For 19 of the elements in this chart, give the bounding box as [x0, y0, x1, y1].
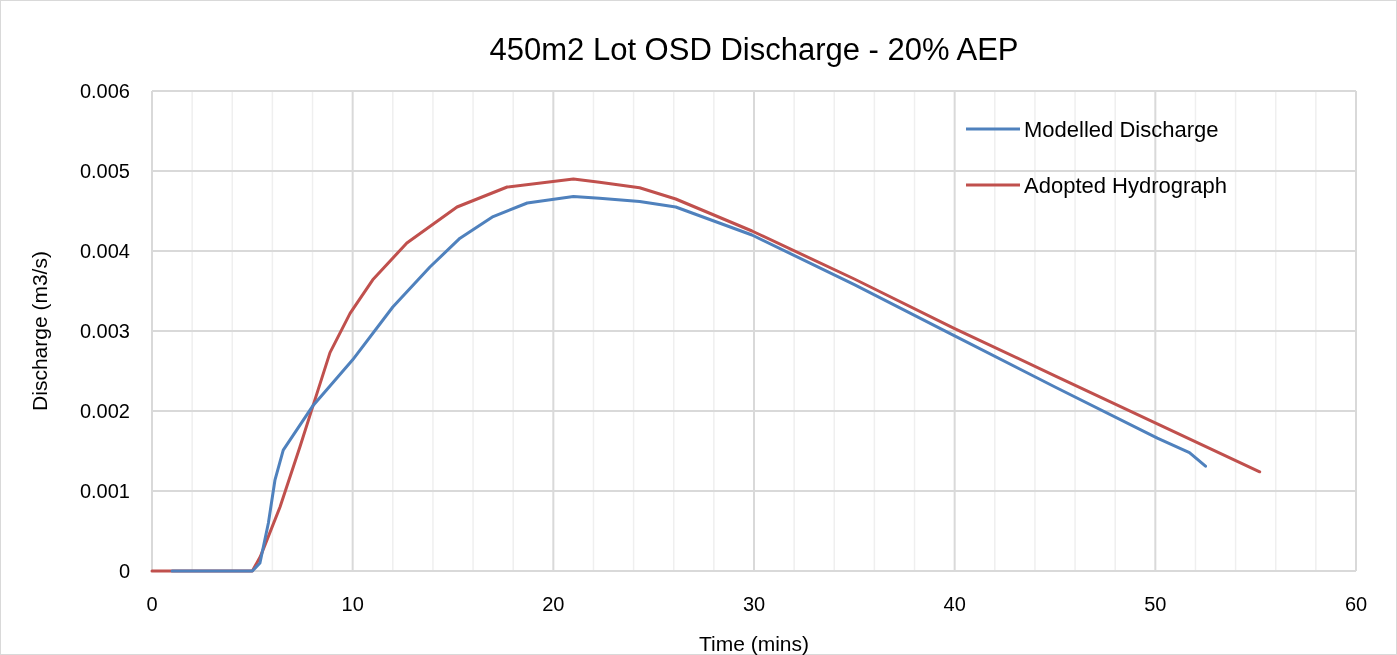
y-tick-label: 0.002 — [79, 400, 130, 422]
x-tick-label: 10 — [341, 593, 364, 615]
x-tick-label: 40 — [943, 593, 966, 615]
legend-label: Modelled Discharge — [1024, 117, 1219, 142]
x-tick-label: 60 — [1344, 593, 1368, 615]
x-axis-title: Time (mins) — [698, 632, 810, 655]
y-tick-label: 0.003 — [79, 320, 130, 342]
x-tick-label: 0 — [146, 593, 158, 615]
y-axis-title: Discharge (m3/s) — [28, 251, 51, 411]
x-tick-label: 30 — [742, 593, 766, 615]
y-tick-label: 0.004 — [79, 240, 130, 262]
y-tick-label: 0.001 — [79, 480, 130, 502]
y-tick-label: 0 — [118, 560, 130, 582]
x-tick-label: 50 — [1144, 593, 1167, 615]
legend-label: Adopted Hydrograph — [1024, 173, 1228, 198]
chart-title: 450m2 Lot OSD Discharge - 20% AEP — [489, 32, 1019, 67]
y-tick-label: 0.005 — [79, 160, 130, 182]
y-tick-label: 0.006 — [79, 80, 130, 102]
x-tick-label: 20 — [542, 593, 565, 615]
